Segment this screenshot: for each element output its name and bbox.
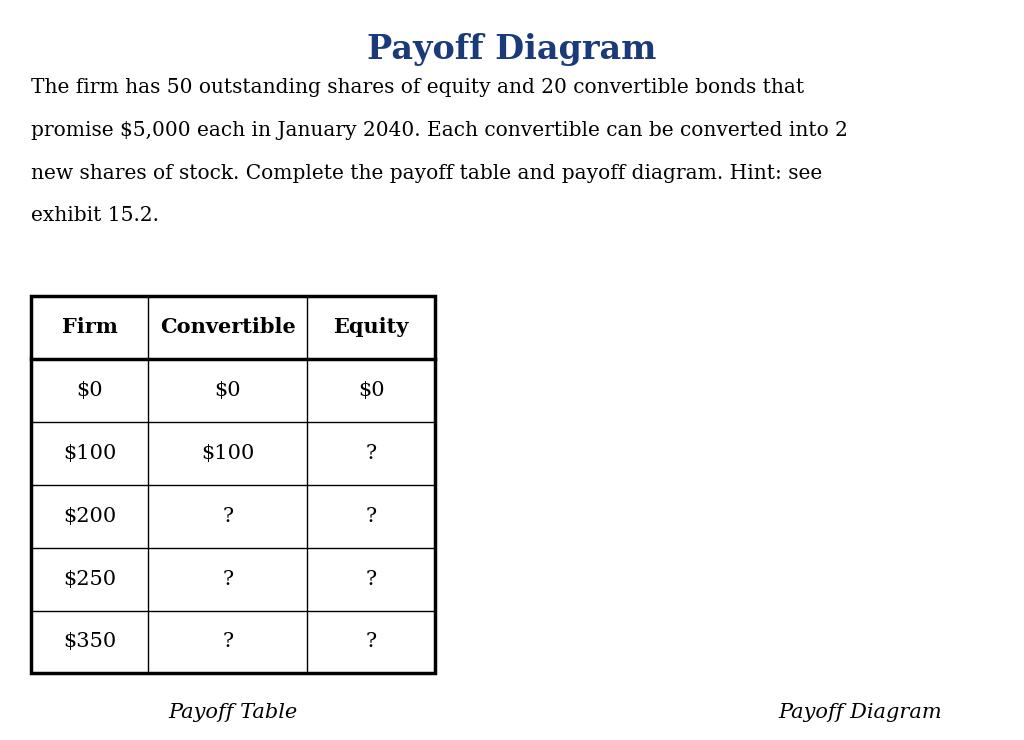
Text: $0: $0 bbox=[357, 381, 385, 400]
Text: $0: $0 bbox=[214, 381, 242, 400]
Text: $100: $100 bbox=[62, 444, 117, 462]
Text: promise $5,000 each in January 2040. Each convertible can be converted into 2: promise $5,000 each in January 2040. Eac… bbox=[31, 121, 848, 140]
Text: The firm has 50 outstanding shares of equity and 20 convertible bonds that: The firm has 50 outstanding shares of eq… bbox=[31, 78, 804, 97]
Text: ?: ? bbox=[366, 507, 377, 525]
Text: ?: ? bbox=[366, 633, 377, 651]
Text: exhibit 15.2.: exhibit 15.2. bbox=[31, 206, 159, 226]
Text: ?: ? bbox=[366, 570, 377, 588]
Text: Firm: Firm bbox=[61, 317, 118, 337]
Text: $0: $0 bbox=[76, 381, 103, 400]
Text: ?: ? bbox=[222, 507, 233, 525]
Text: $200: $200 bbox=[62, 507, 117, 525]
Text: ?: ? bbox=[366, 444, 377, 462]
Text: ?: ? bbox=[222, 633, 233, 651]
Text: Payoff Table: Payoff Table bbox=[168, 703, 298, 722]
Bar bbox=[31, 296, 435, 673]
Bar bbox=[31, 296, 435, 673]
Text: $250: $250 bbox=[63, 570, 116, 588]
Text: ?: ? bbox=[222, 570, 233, 588]
Text: $350: $350 bbox=[62, 633, 117, 651]
Text: Payoff Diagram: Payoff Diagram bbox=[368, 33, 656, 67]
Text: Payoff Diagram: Payoff Diagram bbox=[778, 703, 942, 722]
Text: Convertible: Convertible bbox=[160, 317, 296, 337]
Text: Equity: Equity bbox=[334, 317, 409, 337]
Text: $100: $100 bbox=[201, 444, 255, 462]
Text: new shares of stock. Complete the payoff table and payoff diagram. Hint: see: new shares of stock. Complete the payoff… bbox=[31, 164, 822, 183]
